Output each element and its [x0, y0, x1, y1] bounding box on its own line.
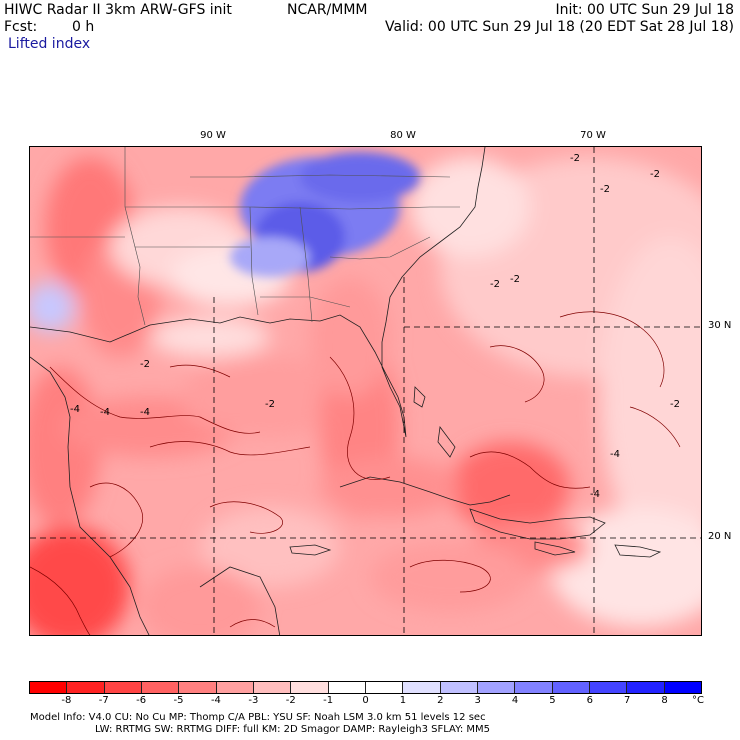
legend-swatch	[253, 682, 292, 693]
contour-labels: -2 -2 -2 -4 -2 -2 -4 -4 -2 -2 -2 -4 -4	[70, 153, 680, 500]
contour-label: -4	[100, 407, 110, 418]
contour-label: -4	[140, 407, 150, 418]
organization: NCAR/MMM	[287, 2, 368, 18]
lon-label-90w: 90 W	[200, 130, 226, 141]
model-info-line2: LW: RRTMG SW: RRTMG DIFF: full KM: 2D Sm…	[95, 724, 491, 735]
legend-tick-label: 3	[474, 695, 481, 706]
lon-label-70w: 70 W	[580, 130, 606, 141]
contour-label: -2	[570, 153, 580, 164]
legend-swatch	[589, 682, 628, 693]
map-title: HIWC Radar II 3km ARW-GFS init	[4, 2, 232, 18]
legend-swatch	[552, 682, 590, 693]
legend-tick-label: -5	[173, 695, 184, 706]
legend-tick-label: 1	[399, 695, 407, 706]
lat-lon-grid	[30, 147, 701, 635]
contour-label: -2	[510, 274, 520, 285]
legend-tick-label: -4	[210, 695, 221, 706]
field-name: Lifted index	[8, 36, 91, 52]
contour-label: -2	[650, 169, 660, 180]
lat-label-20n: 20 N	[708, 531, 732, 542]
legend-ticks: -8 -7 -6 -5 -4 -3 -2 -1 0 1 2 3 4 5 6 7 8	[29, 695, 702, 707]
field-shading	[30, 157, 701, 635]
legend-tick-label: 0	[362, 695, 369, 706]
legend-tick-label: 6	[586, 695, 594, 706]
legend-tick-label: -8	[61, 695, 72, 706]
legend-tick-label: 8	[661, 695, 668, 706]
lat-label-30n: 30 N	[708, 320, 732, 331]
legend-swatch	[515, 682, 553, 693]
legend-swatch	[403, 682, 441, 693]
contour-label: -2	[140, 359, 150, 370]
legend-tick-label: -2	[285, 695, 296, 706]
init-time: Init: 00 UTC Sun 29 Jul 18	[555, 2, 734, 18]
legend-tick-label: -1	[323, 695, 334, 706]
legend-swatch	[104, 682, 142, 693]
lon-label-80w: 80 W	[390, 130, 416, 141]
legend-swatch	[30, 682, 68, 693]
contour-label: -4	[610, 449, 620, 460]
forecast-hour: 0 h	[72, 19, 95, 35]
legend-tick-label: 7	[624, 695, 631, 706]
blue-positive-region	[230, 152, 420, 277]
valid-time: Valid: 00 UTC Sun 29 Jul 18 (20 EDT Sat …	[385, 19, 734, 35]
contour-label: -2	[490, 279, 500, 290]
legend-unit: °C	[692, 695, 704, 706]
legend-swatch	[664, 682, 701, 693]
legend-swatch	[141, 682, 180, 693]
legend-tick-label: 2	[437, 695, 444, 706]
legend-swatch	[328, 682, 366, 693]
legend-swatch	[179, 682, 217, 693]
legend-swatch	[365, 682, 404, 693]
legend-swatch	[627, 682, 665, 693]
contour-label: -2	[670, 399, 680, 410]
legend-tick-label: 5	[549, 695, 556, 706]
legend-swatch	[67, 682, 105, 693]
contours	[30, 311, 681, 635]
legend-swatch	[291, 682, 329, 693]
map-canvas: -2 -2 -2 -4 -2 -2 -4 -4 -2 -2 -2 -4 -4	[30, 147, 701, 635]
lifted-index-map: -2 -2 -2 -4 -2 -2 -4 -4 -2 -2 -2 -4 -4	[29, 146, 702, 636]
model-info-line1: Model Info: V4.0 CU: No Cu MP: Thomp C/A…	[30, 712, 486, 723]
forecast-label: Fcst:	[4, 19, 38, 35]
legend-tick-label: -3	[248, 695, 259, 706]
legend-tick-label: -6	[136, 695, 147, 706]
contour-label: -2	[600, 184, 610, 195]
legend-swatch	[440, 682, 478, 693]
legend-tick-label: 4	[511, 695, 519, 706]
contour-label: -2	[265, 399, 275, 410]
state-borders	[30, 147, 460, 326]
legend-swatch	[477, 682, 516, 693]
legend-tick-label: -7	[98, 695, 109, 706]
color-legend	[29, 681, 702, 694]
legend-swatch	[216, 682, 254, 693]
contour-label: -4	[70, 404, 80, 415]
contour-label: -4	[590, 489, 600, 500]
